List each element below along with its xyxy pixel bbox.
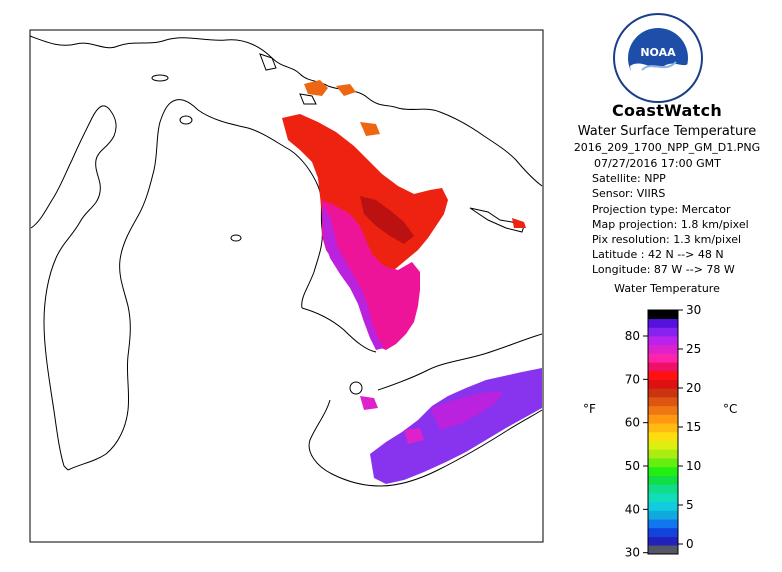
colorbar-swatch [648, 449, 678, 459]
colorbar-swatch [648, 397, 678, 407]
island [299, 93, 317, 105]
sst-north-channel-orange [304, 80, 380, 136]
lake-michigan-east-shore [67, 99, 199, 471]
island [259, 53, 277, 71]
celsius-tick-label: 25 [686, 342, 701, 356]
celsius-tick-label: 0 [686, 537, 694, 551]
sst-lake-erie-violet [430, 392, 504, 430]
colorbar-swatch [648, 379, 678, 389]
colorbar-swatch [648, 466, 678, 476]
metadata-satellite: Satellite: NPP [592, 172, 666, 186]
ontario-shore [377, 333, 543, 391]
colorbar-frame [647, 309, 679, 555]
product-file: 2016_209_1700_NPP_GM_D1.PNG [573, 141, 761, 154]
noaa-logo: NOAA [613, 13, 703, 103]
colorbar-swatch [648, 484, 678, 494]
logo-text: NOAA [640, 46, 676, 59]
island [230, 234, 242, 242]
colorbar-swatch [648, 344, 678, 354]
colorbar-swatch [648, 353, 678, 363]
fahrenheit-tick-label: 60 [625, 416, 640, 430]
saginaw-bay-shore [301, 307, 377, 353]
fahrenheit-tick-label: 70 [625, 372, 640, 386]
sst-erie-fragments [360, 396, 424, 444]
colorbar-swatch [648, 405, 678, 415]
colorbar-swatch [648, 327, 678, 337]
celsius-tick-label: 30 [686, 303, 701, 317]
legend-unit-celsius: °C [723, 402, 738, 416]
sst-huron-south-magenta [322, 200, 420, 350]
colorbar-swatch [648, 310, 678, 320]
upper-peninsula-shore [29, 35, 329, 87]
metadata-pixel-resolution: Pix resolution: 1.3 km/pixel [592, 233, 742, 247]
colorbar-swatch [648, 440, 678, 450]
product-title: Water Surface Temperature [577, 124, 757, 139]
sst-huron-violet-rim [322, 206, 384, 350]
colorbar-swatch [648, 493, 678, 503]
fahrenheit-tick-label: 40 [625, 502, 640, 516]
metadata-longitude: Longitude: 87 W --> 78 W [592, 263, 735, 277]
celsius-tick-label: 10 [686, 459, 701, 473]
colorbar-swatch [648, 362, 678, 372]
colorbar-swatch [648, 414, 678, 424]
island [151, 74, 169, 82]
lake-huron-north-shore [327, 85, 543, 187]
colorbar-swatch [648, 527, 678, 537]
colorbar-swatch [648, 336, 678, 346]
colorbar-swatch [648, 432, 678, 442]
legend-title: Water Temperature [614, 282, 720, 295]
temperature-fill-layer [282, 80, 542, 484]
map-frame [29, 29, 544, 543]
sst-huron-dark-red [360, 196, 414, 244]
celsius-tick-label: 15 [686, 420, 701, 434]
lower-peninsula-east-shore [197, 109, 323, 309]
colorbar-swatch [648, 536, 678, 546]
celsius-tick-label: 20 [686, 381, 701, 395]
metadata-sensor: Sensor: VIIRS [592, 187, 666, 201]
colorbar-swatch [648, 388, 678, 398]
fahrenheit-tick-label: 30 [625, 546, 640, 560]
brand-name: CoastWatch [611, 101, 723, 120]
island [349, 381, 363, 395]
colorbar-swatch [648, 458, 678, 468]
metadata-projection-type: Projection type: Mercator [592, 202, 731, 216]
fahrenheit-tick-label: 80 [625, 329, 640, 343]
sst-georgian-fragment [512, 218, 526, 228]
lake-erie-shore [308, 399, 543, 487]
colorbar-swatch [648, 318, 678, 328]
colorbar-swatch [648, 519, 678, 529]
metadata-datetime: 07/27/2016 17:00 GMT [594, 157, 721, 170]
fahrenheit-tick-label: 50 [625, 459, 640, 473]
temperature-colorbar: 0 5 10 15 20 25 30 30 40 50 60 70 80 [625, 303, 702, 560]
metadata-list: 07/27/2016 17:00 GMT Satellite: NPP Sens… [592, 156, 749, 278]
legend-unit-fahrenheit: °F [583, 402, 596, 416]
colorbar-swatch [648, 545, 678, 555]
colorbar-swatch [648, 475, 678, 485]
lake-michigan-west-shore [30, 105, 117, 471]
colorbar-swatch [648, 371, 678, 381]
colorbar-swatch [648, 501, 678, 511]
metadata-latitude: Latitude : 42 N --> 48 N [592, 248, 724, 262]
metadata-map-projection: Map projection: 1.8 km/pixel [592, 217, 749, 231]
colorbar-swatch [648, 510, 678, 520]
sea-surface-temperature-map [29, 29, 544, 543]
celsius-tick-label: 5 [686, 498, 694, 512]
colorbar-swatch [648, 423, 678, 433]
island [179, 115, 193, 125]
